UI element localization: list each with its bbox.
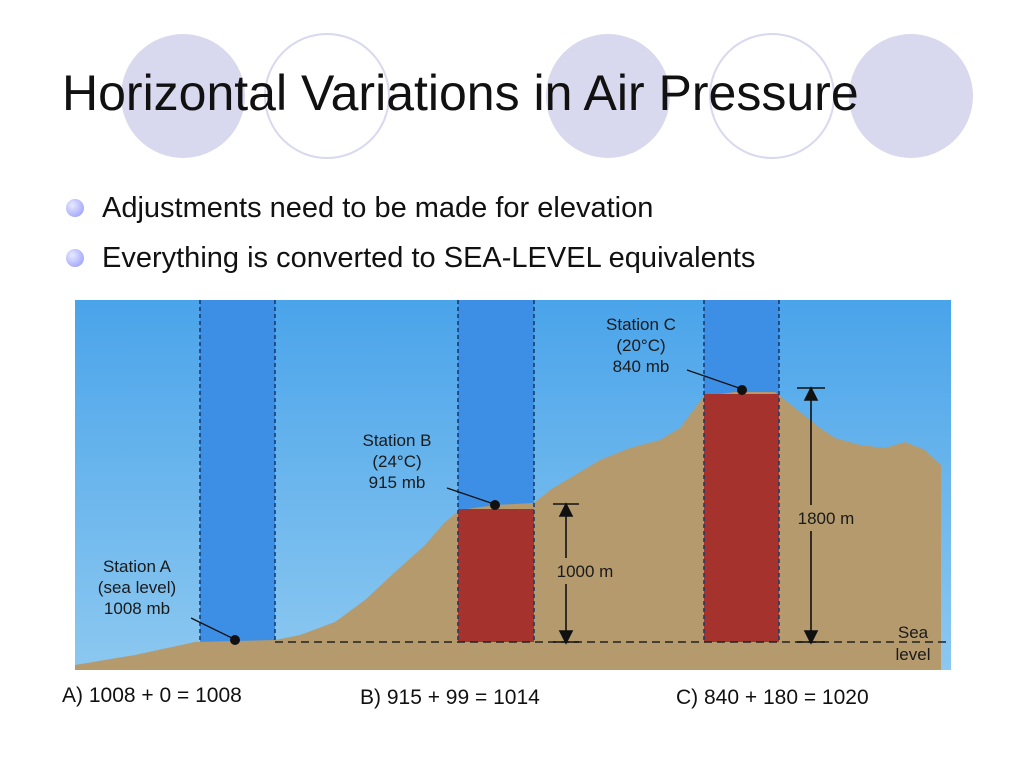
decor-circle-4 — [709, 33, 835, 159]
station-c-dot — [737, 385, 747, 395]
sea-level-label-2: level — [896, 645, 931, 664]
slide-title: Horizontal Variations in Air Pressure — [62, 65, 859, 121]
bullet-text: Adjustments need to be made for elevatio… — [102, 192, 654, 224]
elevation-fill-b — [458, 509, 534, 642]
caption-b: B) 915 + 99 = 1014 — [360, 686, 540, 709]
height-label-b: 1000 m — [557, 562, 614, 581]
arrow-head-up-icon — [803, 386, 819, 401]
elevation-fill-c — [704, 394, 779, 642]
station-c-name: Station C — [606, 315, 676, 334]
bullet-item: Everything is converted to SEA-LEVEL equ… — [66, 236, 755, 286]
station-b-dot — [490, 500, 500, 510]
leader-line-b — [446, 487, 492, 504]
leader-line-c — [686, 369, 740, 389]
air-column-a — [200, 300, 275, 642]
station-a-name: Station A — [103, 557, 172, 576]
bullet-text: Everything is converted to SEA-LEVEL equ… — [102, 242, 756, 274]
station-b-condition: (24°C) — [372, 452, 421, 471]
bullet-dot-icon — [66, 199, 84, 217]
caption-c: C) 840 + 180 = 1020 — [676, 686, 869, 709]
decor-circle-5 — [849, 34, 973, 158]
decor-circle-1 — [121, 34, 245, 158]
arrow-head-down-icon — [558, 630, 574, 645]
caption-a: A) 1008 + 0 = 1008 — [62, 684, 242, 707]
bullet-list: Adjustments need to be made for elevatio… — [66, 186, 755, 286]
station-b-name: Station B — [363, 431, 432, 450]
leader-line-a — [190, 617, 233, 639]
station-b-pressure: 915 mb — [369, 473, 426, 492]
station-c-condition: (20°C) — [616, 336, 665, 355]
station-c-pressure: 840 mb — [613, 357, 670, 376]
height-label-c: 1800 m — [798, 509, 855, 528]
arrow-head-up-icon — [558, 502, 574, 517]
station-a-condition: (sea level) — [98, 578, 176, 597]
elevation-pressure-diagram: Station A (sea level) 1008 mb Station B … — [75, 300, 951, 670]
station-a-dot — [230, 635, 240, 645]
bullet-item: Adjustments need to be made for elevatio… — [66, 186, 755, 236]
decor-circle-2 — [264, 33, 390, 159]
bullet-dot-icon — [66, 249, 84, 267]
arrow-head-down-icon — [803, 630, 819, 645]
station-a-pressure: 1008 mb — [104, 599, 170, 618]
sea-level-label-1: Sea — [898, 623, 929, 642]
decor-circle-3 — [546, 34, 670, 158]
decorative-circles — [121, 33, 973, 159]
